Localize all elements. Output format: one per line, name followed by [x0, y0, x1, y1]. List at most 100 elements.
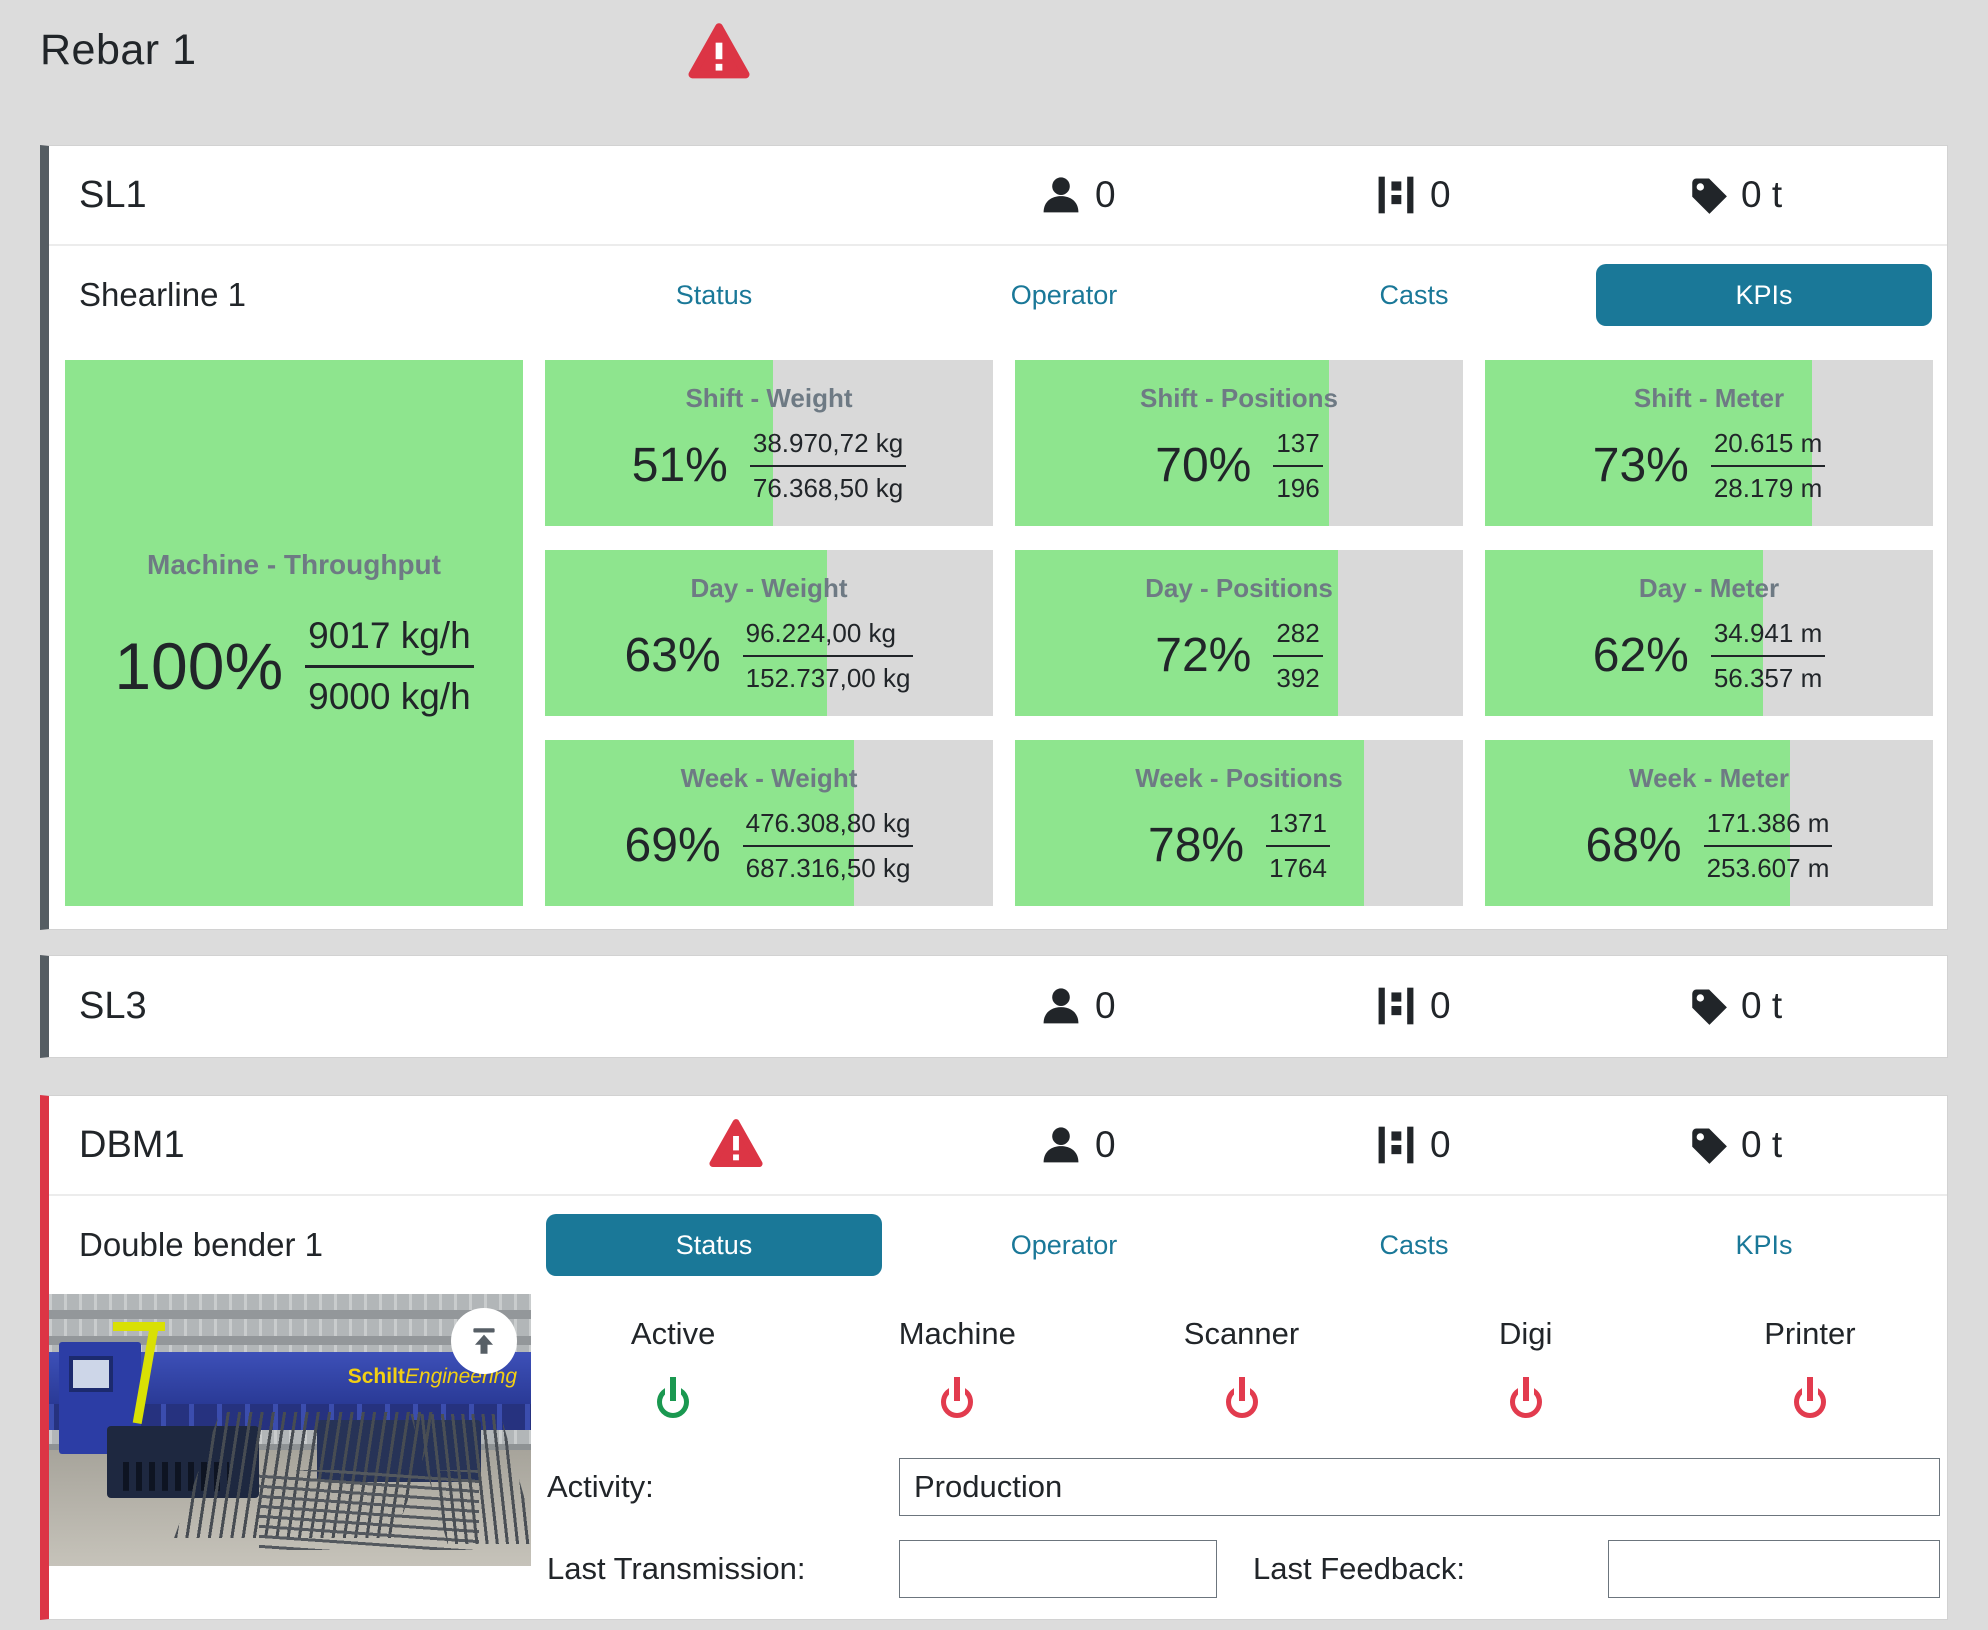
indicator-digi: Digi	[1384, 1316, 1668, 1418]
kpi-percent: 62%	[1592, 629, 1689, 682]
sl1-tab-status[interactable]: Status	[670, 279, 759, 312]
machine-card-sl3: SL3 0 0 0 t	[40, 955, 1948, 1058]
kpi-percent: 68%	[1585, 819, 1682, 872]
kpi-fill	[1485, 550, 1763, 716]
kpi-fraction: 96.224,00 kg 152.737,00 kg	[742, 618, 914, 694]
sl1-cast-count: 0	[1374, 146, 1451, 244]
power-icon	[941, 1386, 974, 1418]
kpi-fill	[1015, 360, 1329, 526]
kpi-target: 28.179 m	[1713, 472, 1823, 503]
operator-count-value: 0	[1095, 985, 1116, 1026]
weight-count-value: 0 t	[1741, 985, 1783, 1026]
photo-roof-beam	[49, 1310, 531, 1319]
tag-icon	[1687, 174, 1729, 216]
cast-count-value: 0	[1430, 174, 1451, 215]
kpi-label: Day - Positions	[1145, 572, 1333, 603]
dbm1-weight-count: 0 t	[1687, 1096, 1782, 1194]
upload-arrow-icon	[473, 1328, 495, 1354]
photo-roof-beam	[49, 1336, 531, 1345]
kpi-fill	[545, 550, 828, 716]
kpi-percent: 100%	[114, 629, 284, 703]
person-icon	[1039, 173, 1083, 217]
sl1-tabs: Status Operator Casts KPIs	[539, 246, 1947, 344]
kpi-fill	[545, 360, 774, 526]
kpi-tile-day-positions: Day - Positions 72% 282 392	[1015, 550, 1463, 716]
sl1-weight-count: 0 t	[1687, 146, 1782, 244]
kpi-actual: 476.308,80 kg	[742, 808, 914, 847]
dbm1-tab-casts[interactable]: Casts	[1373, 1229, 1454, 1262]
kpi-actual: 34.941 m	[1710, 618, 1826, 657]
kpi-fraction: 1371 1764	[1266, 808, 1330, 884]
sl3-operator-count: 0	[1039, 956, 1116, 1056]
kpi-percent: 72%	[1155, 629, 1252, 682]
kpi-percent: 69%	[624, 819, 721, 872]
sl1-tab-row: Shearline 1 Status Operator Casts KPIs	[49, 246, 1947, 344]
kpi-target: 56.357 m	[1713, 662, 1823, 693]
dbm1-tab-status-active[interactable]: Status	[546, 1214, 882, 1276]
upload-photo-button[interactable]	[451, 1308, 517, 1374]
kpi-fill	[1485, 740, 1790, 906]
sl1-tab-operator[interactable]: Operator	[1005, 279, 1124, 312]
person-icon	[1039, 984, 1083, 1028]
kpi-label: Day - Meter	[1638, 572, 1780, 603]
kpi-fill	[1015, 550, 1338, 716]
kpi-actual: 96.224,00 kg	[742, 618, 914, 657]
sl1-tab-casts[interactable]: Casts	[1373, 279, 1454, 312]
power-icon	[1225, 1386, 1258, 1418]
dbm1-header: DBM1 0 0 0 t	[49, 1096, 1947, 1196]
operator-count-value: 0	[1095, 174, 1116, 215]
activity-label: Activity:	[547, 1469, 654, 1504]
kpi-label: Shift - Meter	[1633, 382, 1785, 413]
weight-count-value: 0 t	[1741, 1124, 1783, 1165]
kpi-tile-day-meter: Day - Meter 62% 34.941 m 56.357 m	[1485, 550, 1933, 716]
kpi-fraction: 171.386 m 253.607 m	[1703, 808, 1833, 884]
kpi-label: Machine - Throughput	[147, 548, 441, 580]
indicator-scanner: Scanner	[1099, 1316, 1383, 1418]
kpi-fraction: 137 196	[1273, 428, 1323, 504]
kpi-percent: 78%	[1148, 819, 1245, 872]
machine-card-sl1: SL1 0 0 0 t Shearline 1	[40, 145, 1948, 930]
kpi-target: 687.316,50 kg	[745, 852, 911, 883]
kpi-fraction: 476.308,80 kg 687.316,50 kg	[742, 808, 914, 884]
indicator-label: Scanner	[1183, 1316, 1300, 1351]
indicator-label: Active	[630, 1316, 716, 1351]
last-transmission-input[interactable]	[899, 1540, 1217, 1598]
kpi-target: 9000 kg/h	[308, 675, 471, 717]
sl1-tab-kpis-active[interactable]: KPIs	[1596, 264, 1932, 326]
kpi-target: 196	[1276, 472, 1320, 503]
kpi-percent: 73%	[1592, 439, 1689, 492]
kpi-target: 76.368,50 kg	[752, 472, 904, 503]
machine-photo: SchiltEngineering	[49, 1294, 531, 1566]
dbm1-tab-operator[interactable]: Operator	[1005, 1229, 1124, 1262]
photo-handle	[113, 1322, 165, 1331]
kpi-tile-day-weight: Day - Weight 63% 96.224,00 kg 152.737,00…	[545, 550, 993, 716]
sl1-title: SL1	[79, 173, 147, 216]
kpi-fill	[545, 740, 855, 906]
last-feedback-input[interactable]	[1608, 1540, 1940, 1598]
indicator-printer: Printer	[1668, 1316, 1952, 1418]
cast-count-value: 0	[1430, 985, 1451, 1026]
dbm1-status-right: Active Machine Scanner Digi	[531, 1294, 1952, 1598]
kpi-label: Shift - Weight	[685, 382, 853, 413]
activity-input[interactable]	[899, 1458, 1940, 1516]
dbm1-operator-count: 0	[1039, 1096, 1116, 1194]
dbm1-tab-kpis[interactable]: KPIs	[1729, 1229, 1798, 1262]
kpi-target: 152.737,00 kg	[745, 662, 911, 693]
cast-count-value: 0	[1430, 1124, 1451, 1165]
sl1-machine-name: Shearline 1	[79, 276, 246, 313]
dbm1-cast-count: 0	[1374, 1096, 1451, 1194]
machine-card-dbm1: DBM1 0 0 0 t	[40, 1095, 1948, 1620]
warning-triangle-icon	[709, 1118, 763, 1172]
kpi-fraction: 9017 kg/h 9000 kg/h	[305, 615, 474, 718]
sl1-header: SL1 0 0 0 t	[49, 146, 1947, 246]
cast-distribution-icon	[1374, 1123, 1418, 1167]
kpi-label: Week - Meter	[1629, 762, 1789, 793]
kpi-tile-week-positions: Week - Positions 78% 1371 1764	[1015, 740, 1463, 906]
dbm1-tabs: Status Operator Casts KPIs	[539, 1196, 1947, 1294]
kpi-actual: 171.386 m	[1703, 808, 1833, 847]
kpi-tile-machine-throughput: Machine - Throughput 100% 9017 kg/h 9000…	[65, 360, 523, 906]
page-header: Rebar 1	[0, 0, 1988, 145]
dbm1-status-panel: SchiltEngineering	[49, 1294, 1947, 1598]
kpi-fraction: 38.970,72 kg 76.368,50 kg	[749, 428, 907, 504]
dbm1-machine-name: Double bender 1	[79, 1226, 324, 1263]
